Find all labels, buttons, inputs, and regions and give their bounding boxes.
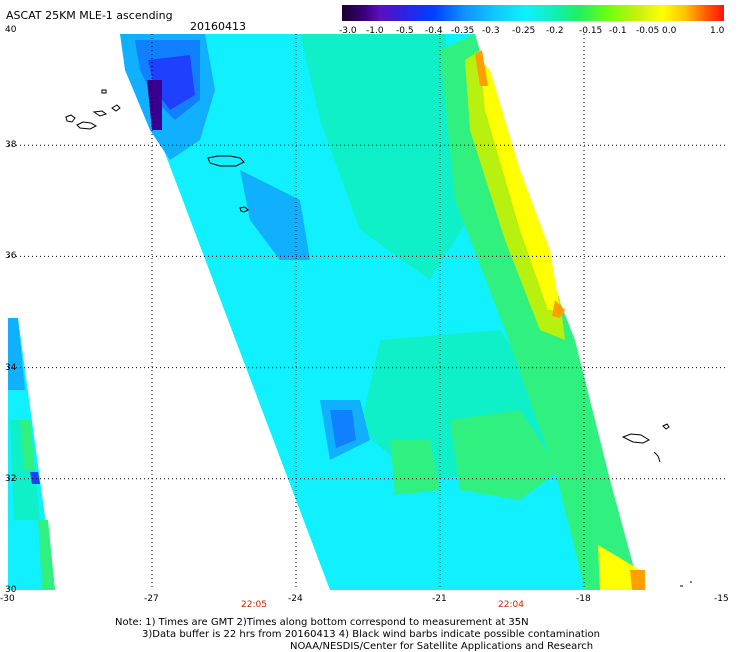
colorbar-tick-label: -0.05 — [636, 26, 660, 36]
left-swath-blue — [8, 318, 25, 390]
swath-orange-north — [475, 50, 488, 86]
swath-orange-mid — [552, 300, 565, 318]
colorbar-tick-label: -0.2 — [546, 26, 564, 36]
island-azores-central-1 — [92, 110, 108, 117]
island-azores-central-3 — [101, 89, 107, 94]
colorbar-tick-label: -0.1 — [609, 26, 627, 36]
island-porto-santo — [662, 423, 670, 430]
lat-label: 34 — [5, 362, 17, 373]
map-date: 20160413 — [190, 20, 246, 33]
swath-midblue-lower — [330, 410, 356, 448]
island-santa-maria — [239, 206, 249, 213]
colorbar — [342, 5, 724, 21]
island-canary-dot — [680, 581, 692, 587]
lat-label: 36 — [5, 251, 17, 262]
left-swath-green — [20, 420, 35, 470]
island-madeira — [621, 433, 651, 444]
lat-label: 38 — [5, 140, 17, 151]
lat-label: 40 — [5, 25, 17, 35]
coastlines — [65, 89, 692, 587]
colorbar-tick-label: 0.0 — [662, 26, 677, 36]
colorbar-tick-label: -0.5 — [396, 26, 414, 36]
colorbar-tick-label: 1.0 — [710, 26, 725, 36]
lon-label: -15 — [714, 594, 729, 604]
colorbar-tick-label: -1.0 — [366, 26, 384, 36]
swath-lightblue-streak — [240, 170, 310, 260]
swath-yellow-east — [480, 60, 560, 310]
island-azores-west-1 — [65, 114, 76, 123]
swath-green-mid2 — [390, 440, 440, 495]
swath-aqua-north — [300, 34, 480, 280]
colorbar-tick-label: -0.3 — [482, 26, 500, 36]
left-swath-blue-dot — [30, 472, 40, 484]
time-label: 22:04 — [498, 600, 524, 610]
colorbar-tick-label: -0.35 — [451, 26, 475, 36]
lat-label: 32 — [5, 473, 17, 484]
lat-label: 30 — [5, 585, 17, 595]
footer-note-1: Note: 1) Times are GMT 2)Times along bot… — [115, 617, 529, 628]
swath-green-mid — [450, 410, 560, 500]
gridlines — [8, 34, 728, 590]
left-swath-green-south — [38, 520, 55, 590]
lon-label: -27 — [144, 594, 159, 604]
swath-orange-south — [630, 570, 645, 590]
lon-label: -18 — [576, 594, 591, 604]
lon-label: -24 — [288, 594, 303, 604]
footer-note-3: NOAA/NESDIS/Center for Satellite Applica… — [290, 641, 594, 652]
lon-label: -21 — [432, 594, 447, 604]
map-title: ASCAT 25KM MLE-1 ascending — [6, 9, 173, 22]
island-coast-east — [653, 451, 661, 463]
island-azores-west-2 — [76, 121, 98, 130]
lon-label: -30 — [0, 594, 15, 604]
colorbar-tick-label: -0.4 — [425, 26, 443, 36]
colorbar-tick-label: -0.15 — [579, 26, 603, 36]
footer-note-2: 3)Data buffer is 22 hrs from 20160413 4)… — [142, 629, 600, 640]
island-sao-miguel — [207, 155, 245, 167]
time-label: 22:05 — [241, 600, 267, 610]
colorbar-tick-label: -0.25 — [512, 26, 536, 36]
swath-purple-nw — [147, 80, 162, 130]
swath-yellow-south — [598, 545, 640, 590]
colorbar-tick-label: -3.0 — [339, 26, 357, 36]
island-azores-central-2 — [111, 104, 121, 112]
wind-swaths — [8, 34, 645, 590]
